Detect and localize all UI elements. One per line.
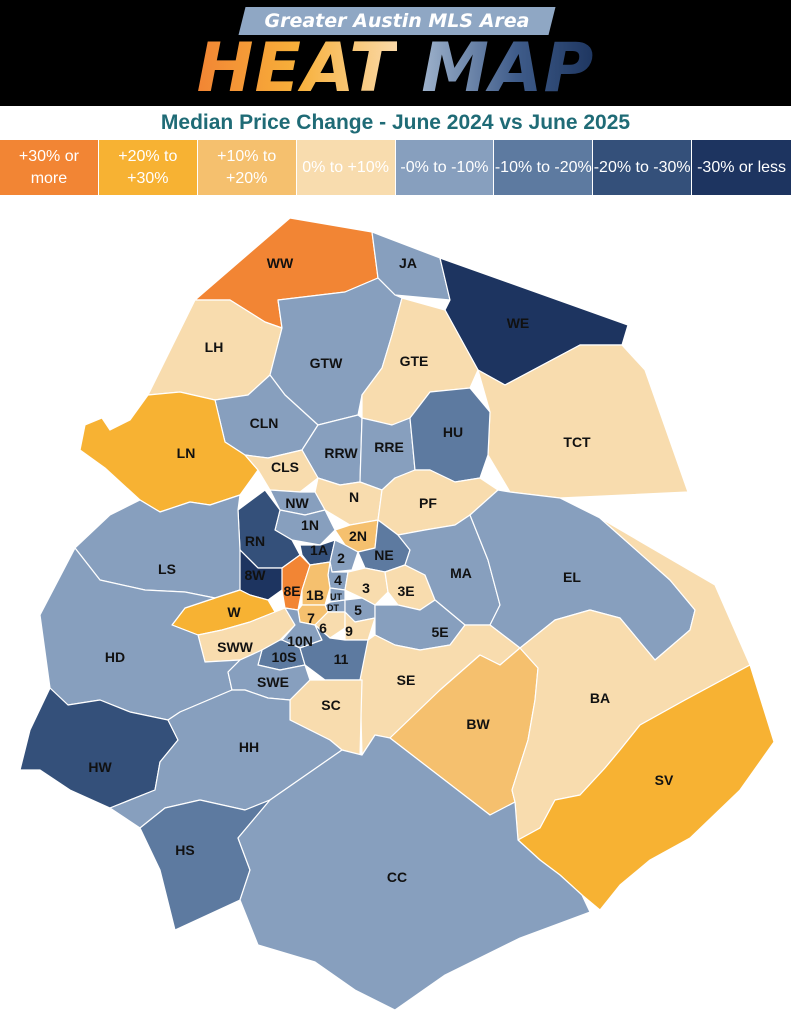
area-label-DT: DT — [327, 603, 339, 613]
area-label-RRW: RRW — [324, 445, 358, 461]
area-label-10N: 10N — [287, 633, 313, 649]
area-CLS[interactable] — [244, 449, 319, 493]
area-label-4: 4 — [334, 572, 342, 588]
area-label-SWW: SWW — [217, 639, 254, 655]
area-label-HW: HW — [88, 759, 112, 775]
area-label-EL: EL — [563, 569, 581, 585]
area-label-2N: 2N — [349, 528, 367, 544]
area-label-SE: SE — [397, 672, 416, 688]
area-label-TCT: TCT — [563, 434, 591, 450]
legend-item-minus-0-10: -0% to -10% — [395, 140, 495, 195]
area-JA[interactable] — [371, 231, 451, 301]
legend-item-plus-30: +30% or more — [0, 140, 99, 195]
area-CC[interactable] — [237, 734, 591, 1011]
area-label-7: 7 — [307, 610, 315, 626]
area-label-8W: 8W — [245, 567, 267, 583]
area-label-HS: HS — [175, 842, 194, 858]
area-label-PF: PF — [419, 495, 437, 511]
legend-item-minus-20-30: -20% to -30% — [593, 140, 693, 195]
area-8E[interactable] — [281, 554, 311, 611]
heat-map: WW JA WE LH GTW GTE TCT CLN LN RRW RRE H… — [19, 217, 775, 1011]
area-label-5: 5 — [354, 602, 362, 618]
area-label-CLN: CLN — [250, 415, 279, 431]
area-label-CLS: CLS — [271, 459, 299, 475]
area-label-CC: CC — [387, 869, 407, 885]
area-label-1B: 1B — [306, 587, 324, 603]
area-label-11: 11 — [334, 651, 349, 667]
area-label-SV: SV — [655, 772, 674, 788]
area-label-WE: WE — [507, 315, 530, 331]
area-label-MA: MA — [450, 565, 472, 581]
title-heat: HEAT — [196, 29, 397, 108]
area-label-3: 3 — [362, 580, 370, 596]
legend-item-plus-10-20: +10% to +20% — [197, 140, 297, 195]
area-label-10S: 10S — [272, 649, 297, 665]
area-label-2: 2 — [337, 550, 345, 566]
area-label-BW: BW — [466, 716, 490, 732]
region-banner: Greater Austin MLS Area — [238, 7, 556, 35]
legend-item-minus-30: -30% or less — [692, 140, 791, 195]
region-banner-text: Greater Austin MLS Area — [264, 10, 530, 32]
legend-item-plus-20-30: +20% to +30% — [98, 140, 198, 195]
area-label-NW: NW — [285, 495, 309, 511]
header-banner: Greater Austin MLS Area HEAT MAP — [0, 0, 791, 106]
area-label-W: W — [227, 604, 241, 620]
area-label-1N: 1N — [301, 517, 319, 533]
area-label-LS: LS — [158, 561, 176, 577]
area-label-BA: BA — [590, 690, 610, 706]
area-1B[interactable] — [301, 561, 331, 606]
area-label-WW: WW — [267, 255, 294, 271]
area-label-LH: LH — [205, 339, 224, 355]
area-label-HU: HU — [443, 424, 463, 440]
area-3[interactable] — [344, 567, 389, 606]
area-label-GTW: GTW — [310, 355, 343, 371]
area-label-HD: HD — [105, 649, 125, 665]
page-title: HEAT MAP — [0, 32, 791, 106]
area-label-SWE: SWE — [257, 674, 289, 690]
area-label-5E: 5E — [431, 624, 448, 640]
area-label-3E: 3E — [397, 583, 414, 599]
area-label-NE: NE — [374, 547, 393, 563]
area-label-UT: UT — [330, 592, 342, 602]
area-label-6: 6 — [319, 620, 327, 636]
color-legend: +30% or more +20% to +30% +10% to +20% 0… — [0, 140, 791, 195]
area-label-9: 9 — [345, 623, 353, 639]
area-label-SC: SC — [321, 697, 340, 713]
legend-item-minus-10-20: -10% to -20% — [494, 140, 594, 195]
area-label-N: N — [349, 489, 359, 505]
area-label-JA: JA — [399, 255, 417, 271]
area-label-GTE: GTE — [400, 353, 429, 369]
area-labels: WW JA WE LH GTW GTE TCT CLN LN RRW RRE H… — [88, 255, 674, 885]
legend-item-0-10: 0% to +10% — [296, 140, 396, 195]
area-label-RRE: RRE — [374, 439, 404, 455]
area-label-RN: RN — [245, 533, 265, 549]
area-label-HH: HH — [239, 739, 259, 755]
title-map: MAP — [421, 29, 595, 108]
area-label-LN: LN — [177, 445, 196, 461]
map-subtitle: Median Price Change - June 2024 vs June … — [160, 111, 631, 134]
area-label-8E: 8E — [283, 583, 300, 599]
area-label-1A: 1A — [310, 542, 328, 558]
